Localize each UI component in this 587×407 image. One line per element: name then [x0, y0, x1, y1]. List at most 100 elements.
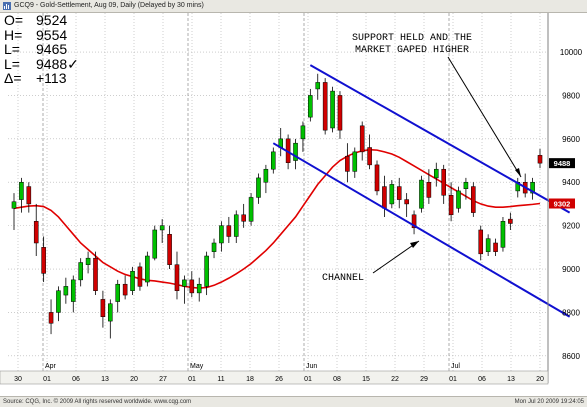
candle [308, 88, 313, 122]
candle-body [159, 225, 165, 231]
candle-body [115, 283, 121, 302]
candle [145, 251, 150, 287]
candle-body [330, 90, 335, 129]
candle-body [63, 286, 69, 296]
candle-body [485, 238, 491, 252]
candle-body [48, 312, 54, 324]
x-tick-label: 22 [391, 376, 399, 383]
support-annotation: SUPPORT HELD AND THE MARKET GAPED HIGHER [352, 33, 472, 57]
candle [56, 286, 61, 322]
y-tick-label: 9000 [562, 265, 580, 274]
candle [41, 236, 46, 283]
y-tick-label: 8800 [562, 308, 580, 317]
price-chart[interactable]: 8600 8800 9000 9200 9400 9600 9800 10000 30 01 06 1… [0, 13, 587, 396]
candle-body [108, 303, 113, 322]
candle-body [382, 186, 387, 209]
candle [70, 275, 76, 313]
candle [271, 147, 276, 174]
candle-body [167, 234, 172, 265]
candle-body [359, 125, 365, 153]
candle-body [56, 290, 61, 313]
candle [404, 193, 409, 217]
candle-body [11, 201, 17, 209]
candle [256, 173, 261, 204]
candle-body [308, 95, 313, 118]
x-tick-label: 06 [72, 376, 80, 383]
candle [359, 121, 365, 161]
x-tick-label: 01 [449, 376, 457, 383]
candle [152, 225, 158, 261]
ohlc-row: O= 9524 [4, 13, 124, 28]
candle [478, 225, 484, 261]
candle [204, 251, 209, 296]
candle [130, 266, 135, 296]
candle [345, 143, 350, 183]
candle [19, 177, 24, 213]
candle [441, 164, 446, 204]
candle [167, 225, 172, 270]
x-tick-label: 20 [130, 376, 138, 383]
x-tick-label: 26 [275, 376, 283, 383]
candle-body [493, 242, 498, 252]
timestamp: Mon Jul 20 2009 19:24:05 [514, 399, 584, 405]
candle-body [174, 264, 180, 291]
candle [159, 219, 165, 243]
candle [330, 86, 335, 133]
ohlc-key: Δ= [4, 70, 22, 86]
ohlc-value: 9465 [36, 41, 68, 57]
moving-average-badge: 9302 [554, 199, 571, 208]
status-bar: Source: CQG, Inc. © 2009 All rights rese… [0, 396, 587, 407]
candle [85, 251, 91, 274]
month-label: Jul [451, 363, 460, 370]
candle-body [196, 283, 202, 294]
candle-body [226, 225, 232, 237]
candle [11, 193, 17, 230]
candle-body [137, 266, 143, 287]
support-annotation-line2: MARKET GAPED HIGHER [355, 45, 470, 56]
candle [293, 138, 298, 170]
candle [115, 279, 121, 313]
candle-body [352, 151, 358, 172]
x-tick-label: 06 [478, 376, 486, 383]
x-tick-label: 13 [507, 376, 515, 383]
candle-body [426, 181, 432, 198]
candle-body [419, 179, 424, 209]
candle-body [70, 279, 76, 302]
candle-body [122, 283, 128, 296]
candle-body [367, 147, 372, 166]
candle [485, 234, 491, 257]
x-tick-label: 08 [333, 376, 341, 383]
moving-average-line [13, 148, 541, 289]
candle-body [411, 214, 417, 229]
candle [537, 148, 543, 169]
candle-body [508, 218, 513, 224]
candle-body [182, 279, 187, 287]
y-tick-label: 10000 [560, 48, 583, 57]
channel [272, 64, 571, 318]
x-tick-label: 27 [159, 376, 167, 383]
candle-body [456, 190, 461, 209]
ohlc-value: +113 [36, 70, 67, 86]
x-tick-label: 20 [536, 376, 544, 383]
candle-body [433, 168, 439, 179]
x-tick-label: 29 [420, 376, 428, 383]
candle-body [241, 214, 246, 222]
candle [426, 169, 432, 204]
candle [108, 299, 113, 339]
candle [419, 175, 424, 213]
candle [315, 73, 321, 100]
candle [463, 177, 469, 200]
candle-body [233, 214, 239, 237]
x-tick-label: 15 [362, 376, 370, 383]
ohlc-box: O= 9524 H= 9554 L= 9465 L= 9488✓ Δ= +113 [4, 13, 124, 86]
copyright-text: Source: CQG, Inc. © 2009 All rights rese… [3, 399, 192, 405]
annotation-arrows [372, 56, 522, 274]
title-bar: GCQ9 - Gold-Settlement, Aug 09, Daily (D… [0, 0, 587, 13]
moving-average-badge-bg [549, 198, 575, 209]
candle [456, 186, 461, 213]
candle-body [19, 181, 24, 200]
y-tick-label: 8600 [562, 352, 580, 361]
candle-body [404, 199, 409, 205]
candle-body [478, 229, 484, 255]
channel-line-lower [272, 142, 571, 318]
